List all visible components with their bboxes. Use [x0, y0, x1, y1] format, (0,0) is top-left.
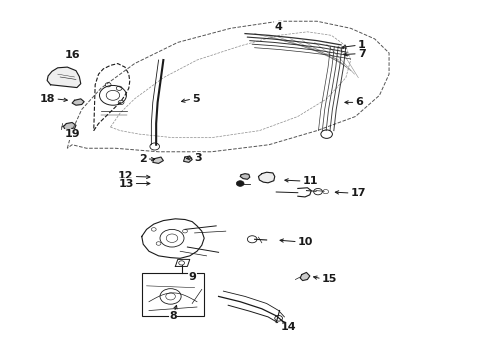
- Polygon shape: [47, 67, 81, 87]
- Text: 9: 9: [188, 272, 196, 282]
- Text: 2: 2: [139, 154, 147, 164]
- Text: 7: 7: [358, 49, 366, 59]
- Text: 1: 1: [358, 40, 366, 50]
- Polygon shape: [300, 273, 310, 280]
- Text: 15: 15: [322, 274, 337, 284]
- Polygon shape: [72, 99, 84, 105]
- Text: 11: 11: [303, 176, 318, 186]
- Text: 10: 10: [298, 237, 313, 247]
- Text: 5: 5: [192, 94, 200, 104]
- Text: 13: 13: [118, 179, 134, 189]
- Polygon shape: [153, 157, 163, 163]
- Polygon shape: [64, 122, 76, 131]
- Polygon shape: [184, 156, 192, 162]
- Polygon shape: [258, 172, 275, 183]
- Text: 19: 19: [64, 129, 80, 139]
- Circle shape: [236, 181, 244, 186]
- Text: 18: 18: [40, 94, 55, 104]
- Text: 17: 17: [351, 188, 366, 198]
- Text: 8: 8: [169, 311, 177, 321]
- Text: 14: 14: [280, 323, 296, 333]
- Text: 6: 6: [355, 98, 363, 107]
- Bar: [142, 274, 204, 316]
- Text: 3: 3: [195, 153, 202, 163]
- Text: 12: 12: [118, 171, 134, 181]
- Text: 4: 4: [275, 22, 283, 32]
- Text: 16: 16: [64, 50, 80, 60]
- Polygon shape: [240, 174, 250, 179]
